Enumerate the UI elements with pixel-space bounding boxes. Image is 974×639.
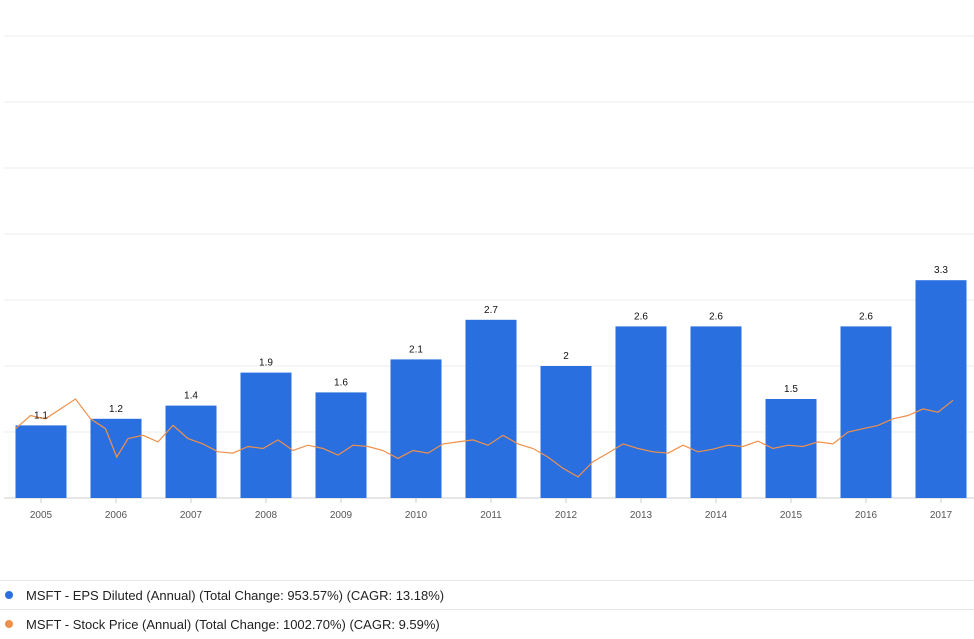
bar-value-label: 2.1 xyxy=(409,344,423,355)
stock-price-series[interactable] xyxy=(15,398,954,478)
x-tick-label: 2013 xyxy=(630,510,653,521)
bar-2014[interactable] xyxy=(690,326,742,498)
bars xyxy=(15,280,967,498)
legend-item-stock-price[interactable]: MSFT - Stock Price (Annual) (Total Chang… xyxy=(0,609,974,638)
chart: 1.1 1.2 1.4 1.9 1.6 2.1 2.7 2 2.6 2.6 1.5 2.6 3.3 20… xyxy=(4,35,974,521)
legend-label-stock-price: MSFT - Stock Price (Annual) (Total Chang… xyxy=(26,616,440,632)
bar-value-label: 3.3 xyxy=(934,265,948,276)
x-tick-label: 2011 xyxy=(480,510,502,521)
bar-2011[interactable] xyxy=(465,319,517,498)
legend-item-eps[interactable]: MSFT - EPS Diluted (Annual) (Total Chang… xyxy=(0,580,974,609)
bar-2013[interactable] xyxy=(615,326,667,498)
bar-value-label: 2.6 xyxy=(709,311,723,322)
legend-label-eps: MSFT - EPS Diluted (Annual) (Total Chang… xyxy=(26,587,445,603)
x-tick-label: 2009 xyxy=(330,510,353,521)
x-tick-label: 2010 xyxy=(405,510,428,521)
x-tick-label: 2007 xyxy=(180,510,203,521)
x-tick-label: 2005 xyxy=(30,510,53,521)
bar-value-labels: 1.1 1.2 1.4 1.9 1.6 2.1 2.7 2 2.6 2.6 1.5 2.6 3.3 xyxy=(34,265,948,421)
stock-price-line xyxy=(15,398,954,478)
x-tick-label: 2006 xyxy=(105,510,128,521)
x-tick-label: 2017 xyxy=(930,510,953,521)
bar-value-label: 2 xyxy=(563,351,569,362)
bar-2007[interactable] xyxy=(165,405,217,498)
bar-2010[interactable] xyxy=(390,359,442,498)
x-tick-label: 2015 xyxy=(780,510,803,521)
x-tick-label: 2014 xyxy=(705,510,728,521)
bar-value-label: 1.1 xyxy=(34,410,48,421)
legend-marker-eps xyxy=(5,591,13,599)
legend-marker-stock-price xyxy=(5,620,13,628)
x-axis: 2005 2006 2007 2008 2009 2010 2011 2012 2013 2014… xyxy=(30,498,953,521)
x-tick-label: 2012 xyxy=(555,510,578,521)
bar-2017[interactable] xyxy=(915,280,967,498)
bar-value-label: 1.5 xyxy=(784,384,798,395)
bar-value-label: 1.9 xyxy=(259,358,273,369)
bar-value-label: 2.6 xyxy=(859,311,873,322)
bar-2016[interactable] xyxy=(840,326,892,498)
bar-2008[interactable] xyxy=(240,372,292,498)
x-tick-label: 2008 xyxy=(255,510,278,521)
bar-value-label: 2.7 xyxy=(484,305,498,316)
bar-2005[interactable] xyxy=(15,425,67,498)
bar-value-label: 2.6 xyxy=(634,311,648,322)
x-tick-label: 2016 xyxy=(855,510,878,521)
bar-2006[interactable] xyxy=(90,418,142,498)
bar-value-label: 1.6 xyxy=(334,377,348,388)
bar-2012[interactable] xyxy=(540,366,592,498)
bar-value-label: 1.4 xyxy=(184,391,198,402)
bar-value-label: 1.2 xyxy=(109,404,123,415)
